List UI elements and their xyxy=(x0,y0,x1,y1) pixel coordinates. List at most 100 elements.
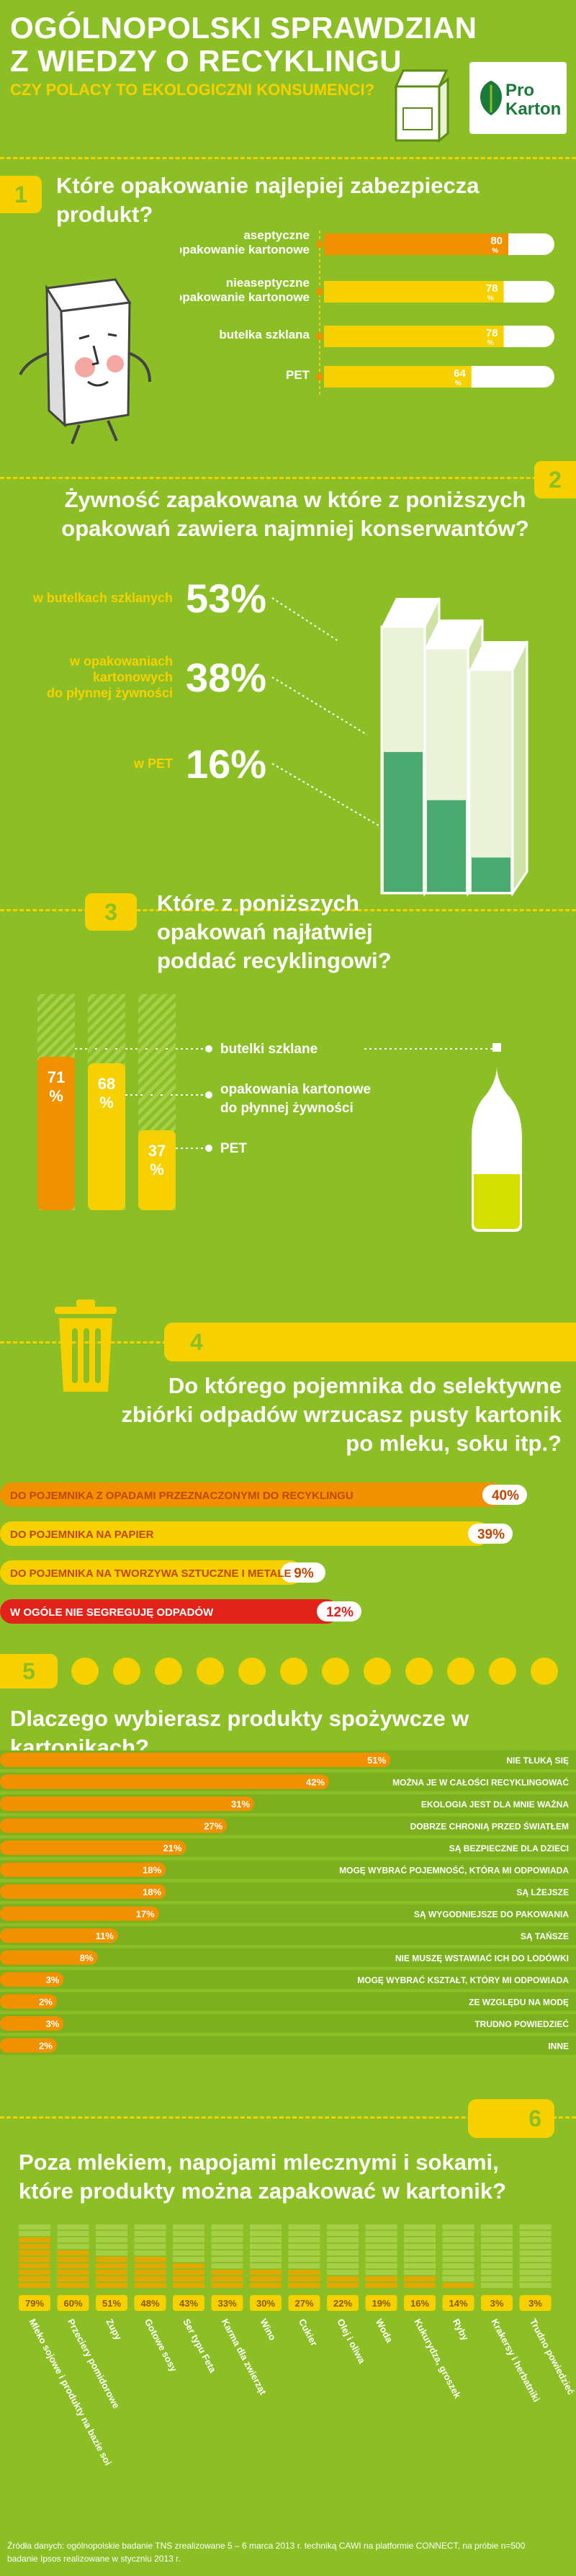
q1-bar xyxy=(324,326,504,347)
q4-title-line2: zbiórki odpadów wrzucasz pusty kartonik xyxy=(121,1402,562,1427)
q6-value-label: 27% xyxy=(294,2298,313,2309)
q2-value-label: 53% xyxy=(186,576,266,621)
logo-pro-text: Pro xyxy=(505,81,535,100)
q1-value-label: 78 xyxy=(486,282,498,295)
q4-bar-chart: DO POJEMNIKA Z OPADAMI PRZEZNACZONYMI DO… xyxy=(0,1482,527,1624)
q5-row-bg xyxy=(0,2036,576,2055)
q2-carton-side xyxy=(511,640,528,897)
q6-category-label: Woda xyxy=(374,2317,395,2345)
q6-bar-track xyxy=(365,2250,397,2255)
q6-bar-track xyxy=(327,2244,359,2249)
q6-bar-track xyxy=(288,2263,320,2268)
q1-value-label: 78 xyxy=(486,327,498,339)
q5-category-label: EKOLOGIA JEST DLA MNIE WAŻNA xyxy=(421,1799,569,1810)
q6-bar-track xyxy=(250,2231,282,2236)
q5-category-label: MOGĘ WYBRAĆ POJEMNOŚĆ, KTÓRA MI ODPOWIAD… xyxy=(339,1865,569,1876)
q3-value-label: 68 xyxy=(98,1075,115,1093)
q6-number-tab: 6 xyxy=(468,2099,554,2138)
q2-category-label: do płynnej żywności xyxy=(47,686,173,700)
q6-bar-track xyxy=(519,2250,552,2255)
q6-bar-track xyxy=(57,2224,89,2230)
q6-value-pill xyxy=(173,2295,204,2311)
q2-fill-level xyxy=(384,751,423,892)
q1-category-label: PET xyxy=(286,368,310,382)
main-title-line2: Z WIEDZY O RECYKLINGU xyxy=(10,44,402,78)
q6-bar-segment xyxy=(19,2244,50,2249)
q4-value-label: 40% xyxy=(492,1488,519,1503)
q4-value-label: 39% xyxy=(477,1527,505,1542)
q3-unit-label: % xyxy=(99,1094,114,1112)
q6-bar-segment xyxy=(327,2283,359,2288)
q3-divider xyxy=(0,909,576,911)
q4-category-label: DO POJEMNIKA NA TWORZYWA SZTUCZNE I META… xyxy=(10,1567,292,1580)
bottle-fill xyxy=(474,1174,520,1229)
q5-bar xyxy=(0,2016,64,2031)
q6-bar-track xyxy=(288,2244,320,2249)
q5-bar xyxy=(0,1841,186,1855)
q6-bar-segment xyxy=(211,2270,243,2275)
q5-bar xyxy=(0,1753,391,1767)
q6-bar-segment xyxy=(250,2270,282,2275)
q6-category-label: Zupy xyxy=(104,2317,124,2342)
q6-bar-track xyxy=(250,2237,282,2242)
q5-bar xyxy=(0,1774,330,1789)
q6-bar-track xyxy=(519,2263,552,2268)
q4-category-label: DO POJEMNIKA NA PAPIER xyxy=(10,1529,154,1541)
q6-bar-track xyxy=(96,2224,127,2230)
q6-value-label: 51% xyxy=(102,2298,121,2309)
q6-bar-track xyxy=(173,2237,204,2242)
q6-bar-track xyxy=(442,2270,474,2275)
q2-leader-line xyxy=(271,676,368,735)
q5-value-label: 18% xyxy=(143,1887,161,1897)
q6-category-label: Cukier xyxy=(297,2317,320,2348)
q6-bar-segment xyxy=(404,2283,436,2288)
q3-bar xyxy=(88,1063,125,1210)
q5-value-label: 3% xyxy=(46,1975,60,1985)
q1-unit-label: % xyxy=(455,380,462,388)
q6-bar-track xyxy=(173,2224,204,2230)
q5-dots xyxy=(71,1658,558,1685)
q6-value-pill xyxy=(134,2295,166,2311)
q6-bar-segment xyxy=(19,2283,50,2288)
q3-unit-label: % xyxy=(150,1160,164,1179)
q6-bar-track xyxy=(404,2250,436,2255)
q5-category-label: NIE MUSZĘ WSTAWIAĆ ICH DO LODÓWKI xyxy=(395,1953,569,1964)
q6-category-label: Olej i oliwa xyxy=(335,2317,367,2366)
q6-bar-track xyxy=(173,2257,204,2262)
q6-bar-track xyxy=(404,2257,436,2262)
q1-value-label: 64 xyxy=(454,367,466,380)
q2-title-line2: opakowań zawiera najmniej konserwantów? xyxy=(61,516,529,541)
q6-bar-track xyxy=(211,2257,243,2262)
q6-bar-chart: 79% Mleko sojowe i produkty na bazie soi 6… xyxy=(19,2224,576,2467)
q6-bar-track xyxy=(327,2263,359,2268)
q3-category-label: PET xyxy=(220,1141,247,1156)
q6-bar-track xyxy=(442,2237,474,2242)
q1-unit-label: % xyxy=(492,247,498,255)
q3-title-line2: opakowań najłatwiej xyxy=(157,919,373,944)
bottle-cap xyxy=(492,1043,501,1052)
source-line1: Źródła danych: ogólnopolskie badanie TNS… xyxy=(7,2541,526,2551)
q6-value-label: 48% xyxy=(140,2298,159,2309)
prokarton-logo: Pro Karton xyxy=(469,62,567,134)
q6-value-label: 16% xyxy=(410,2298,429,2309)
q2-title-line1: Żywność zapakowana w które z poniższych xyxy=(64,487,526,512)
q5-bar-chart: 51% NIE TŁUKĄ SIĘ 42% MOŻNA JE W CAŁOŚCI RE… xyxy=(0,1750,576,2055)
q6-bar-segment xyxy=(96,2270,127,2275)
q6-bar-track xyxy=(211,2250,243,2255)
q6-bar-segment xyxy=(134,2276,166,2281)
q1-category-label: aseptyczne xyxy=(243,228,310,242)
q1-category-label: butelka szklana xyxy=(219,328,310,341)
q6-bar-segment xyxy=(288,2283,320,2288)
main-subtitle: CZY POLACY TO EKOLOGICZNI KONSUMENCI? xyxy=(10,81,375,99)
q6-value-label: 3% xyxy=(490,2298,504,2309)
q5-bar xyxy=(0,1862,166,1877)
q5-row-bg xyxy=(0,1970,576,1989)
q5-category-label: DOBRZE CHRONIĄ PRZED ŚWIATŁEM xyxy=(410,1821,569,1832)
q6-bar-track xyxy=(250,2244,282,2249)
q6-value-pill xyxy=(288,2295,320,2311)
q6-bar-segment xyxy=(19,2270,50,2275)
q2-fill-level xyxy=(472,857,510,892)
q4-category-label: DO POJEMNIKA Z OPADAMI PRZEZNACZONYMI DO… xyxy=(10,1490,354,1502)
q5-category-label: SĄ BEZPIECZNE DLA DZIECI xyxy=(449,1843,569,1853)
